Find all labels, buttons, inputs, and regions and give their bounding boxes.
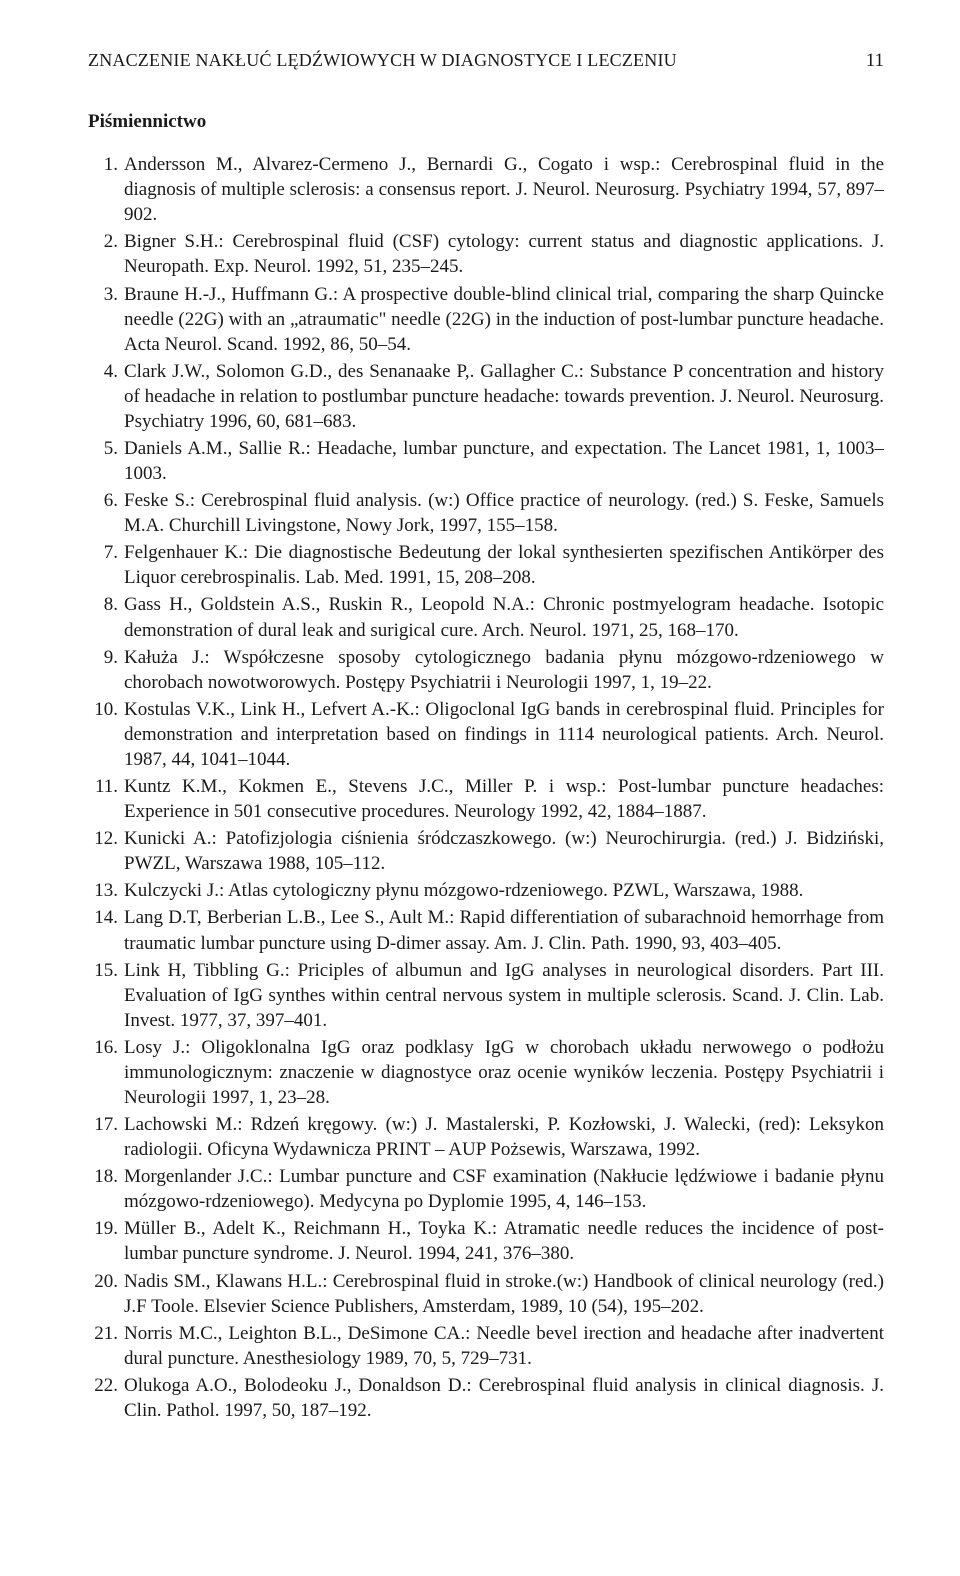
reference-item: Nadis SM., Klawans H.L.: Cerebrospinal f… [88,1269,884,1319]
reference-item: Müller B., Adelt K., Reichmann H., Toyka… [88,1216,884,1266]
reference-item: Olukoga A.O., Bolodeoku J., Donaldson D.… [88,1373,884,1423]
reference-item: Norris M.C., Leighton B.L., DeSimone CA.… [88,1321,884,1371]
reference-item: Kulczycki J.: Atlas cytologiczny płynu m… [88,878,884,903]
section-title: Piśmiennictwo [88,109,884,134]
reference-item: Felgenhauer K.: Die diagnostische Bedeut… [88,540,884,590]
reference-item: Andersson M., Alvarez-Cermeno J., Bernar… [88,152,884,227]
reference-item: Daniels A.M., Sallie R.: Headache, lumba… [88,436,884,486]
page-number: 11 [866,48,884,73]
running-head-text: ZNACZENIE NAKŁUĆ LĘDŹWIOWYCH W DIAGNOSTY… [88,49,677,73]
reference-item: Clark J.W., Solomon G.D., des Senanaake … [88,359,884,434]
reference-item: Kuntz K.M., Kokmen E., Stevens J.C., Mil… [88,774,884,824]
reference-item: Losy J.: Oligoklonalna IgG oraz podklasy… [88,1035,884,1110]
reference-item: Link H, Tibbling G.: Priciples of albumu… [88,958,884,1033]
reference-item: Bigner S.H.: Cerebrospinal fluid (CSF) c… [88,229,884,279]
reference-item: Kunicki A.: Patofizjologia ciśnienia śró… [88,826,884,876]
running-header: ZNACZENIE NAKŁUĆ LĘDŹWIOWYCH W DIAGNOSTY… [88,48,884,73]
reference-item: Kałuża J.: Współczesne sposoby cytologic… [88,645,884,695]
reference-item: Lang D.T, Berberian L.B., Lee S., Ault M… [88,905,884,955]
reference-item: Morgenlander J.C.: Lumbar puncture and C… [88,1164,884,1214]
reference-item: Braune H.-J., Huffmann G.: A prospective… [88,282,884,357]
reference-item: Feske S.: Cerebrospinal fluid analysis. … [88,488,884,538]
reference-list: Andersson M., Alvarez-Cermeno J., Bernar… [88,152,884,1423]
reference-item: Kostulas V.K., Link H., Lefvert A.-K.: O… [88,697,884,772]
reference-item: Gass H., Goldstein A.S., Ruskin R., Leop… [88,592,884,642]
reference-item: Lachowski M.: Rdzeń kręgowy. (w:) J. Mas… [88,1112,884,1162]
